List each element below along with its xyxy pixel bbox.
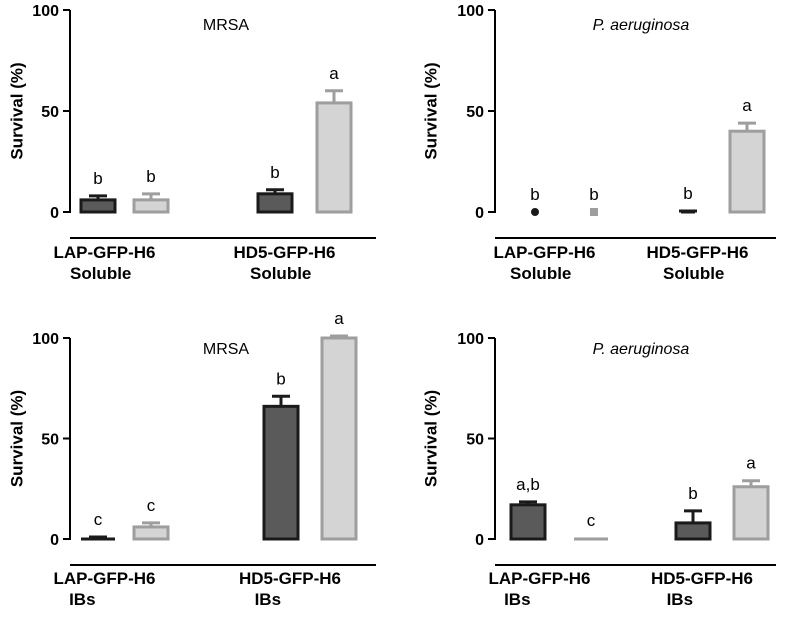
- significance-letter: a: [334, 309, 344, 328]
- significance-letter: a: [742, 96, 752, 115]
- y-tick-label: 50: [41, 104, 59, 121]
- significance-letter: b: [276, 369, 285, 388]
- significance-letter: b: [683, 184, 692, 203]
- bar-light: [728, 129, 766, 214]
- x-category-label: LAP-GFP-H6 IBs: [54, 569, 156, 609]
- chart-panel-4: 0 50 100 Survival (%) P. aeruginosa a,b c LAP-G…: [421, 331, 776, 609]
- x-category-label: HD5-GFP-H6 Soluble: [233, 243, 335, 283]
- y-tick-label: 0: [475, 205, 484, 222]
- x-category-label: LAP-GFP-H6 Soluble: [54, 243, 156, 283]
- significance-letter: c: [587, 511, 596, 530]
- x-category-label: HD5-GFP-H6 Soluble: [646, 243, 748, 283]
- y-tick-label: 100: [457, 331, 484, 348]
- y-axis-label: Survival (%): [421, 390, 440, 487]
- y-tick-label: 100: [32, 331, 59, 348]
- bar-light: [320, 336, 358, 541]
- chart-title: P. aeruginosa: [593, 341, 690, 358]
- y-tick-label: 0: [475, 532, 484, 549]
- chart-panel-2: 0 50 100 Survival (%) P. aeruginosa b b LAP-GFP…: [421, 3, 776, 283]
- chart-panel-3: 0 50 100 Survival (%) MRSA c c LAP-GFP-H6 IBs b a H…: [7, 309, 376, 609]
- bar-light: [132, 525, 170, 541]
- chart-panel-1: 0 50 100 Survival (%) MRSA b b LAP-GFP-H6 Solubl…: [7, 3, 376, 283]
- y-axis-label: Survival (%): [421, 62, 440, 159]
- bar-light: [132, 198, 170, 214]
- significance-letter: b: [589, 185, 598, 204]
- y-tick-label: 50: [41, 432, 59, 449]
- x-category-label: LAP-GFP-H6 Soluble: [494, 243, 596, 283]
- chart-title: P. aeruginosa: [593, 17, 690, 34]
- y-tick-label: 100: [32, 3, 59, 20]
- x-category-label: HD5-GFP-H6 IBs: [651, 569, 753, 609]
- bar-dark: [509, 503, 547, 541]
- significance-letter: b: [270, 163, 279, 182]
- bar-light: [732, 485, 770, 541]
- significance-letter: a: [746, 454, 756, 473]
- significance-letter: a,b: [516, 475, 540, 494]
- bar-dark: [256, 192, 294, 214]
- bar-dark: [674, 521, 712, 541]
- y-tick-label: 50: [466, 104, 484, 121]
- chart-title: MRSA: [203, 17, 250, 34]
- significance-letter: b: [688, 484, 697, 503]
- significance-letter: b: [530, 185, 539, 204]
- y-tick-label: 100: [457, 3, 484, 20]
- x-category-label: HD5-GFP-H6 IBs: [239, 569, 341, 609]
- y-axis-label: Survival (%): [7, 390, 26, 487]
- x-category-label: LAP-GFP-H6 IBs: [489, 569, 591, 609]
- bar-light: [315, 101, 353, 214]
- significance-letter: b: [146, 167, 155, 186]
- bar-dark: [531, 208, 539, 216]
- bar-dark: [79, 198, 117, 214]
- y-axis-label: Survival (%): [7, 62, 26, 159]
- y-tick-label: 0: [50, 205, 59, 222]
- significance-letter: b: [93, 169, 102, 188]
- bar-light: [590, 208, 598, 216]
- y-tick-label: 0: [50, 532, 59, 549]
- bar-dark: [262, 404, 300, 541]
- significance-letter: c: [147, 496, 156, 515]
- significance-letter: a: [329, 64, 339, 83]
- significance-letter: c: [94, 510, 103, 529]
- y-tick-label: 50: [466, 432, 484, 449]
- chart-title: MRSA: [203, 341, 250, 358]
